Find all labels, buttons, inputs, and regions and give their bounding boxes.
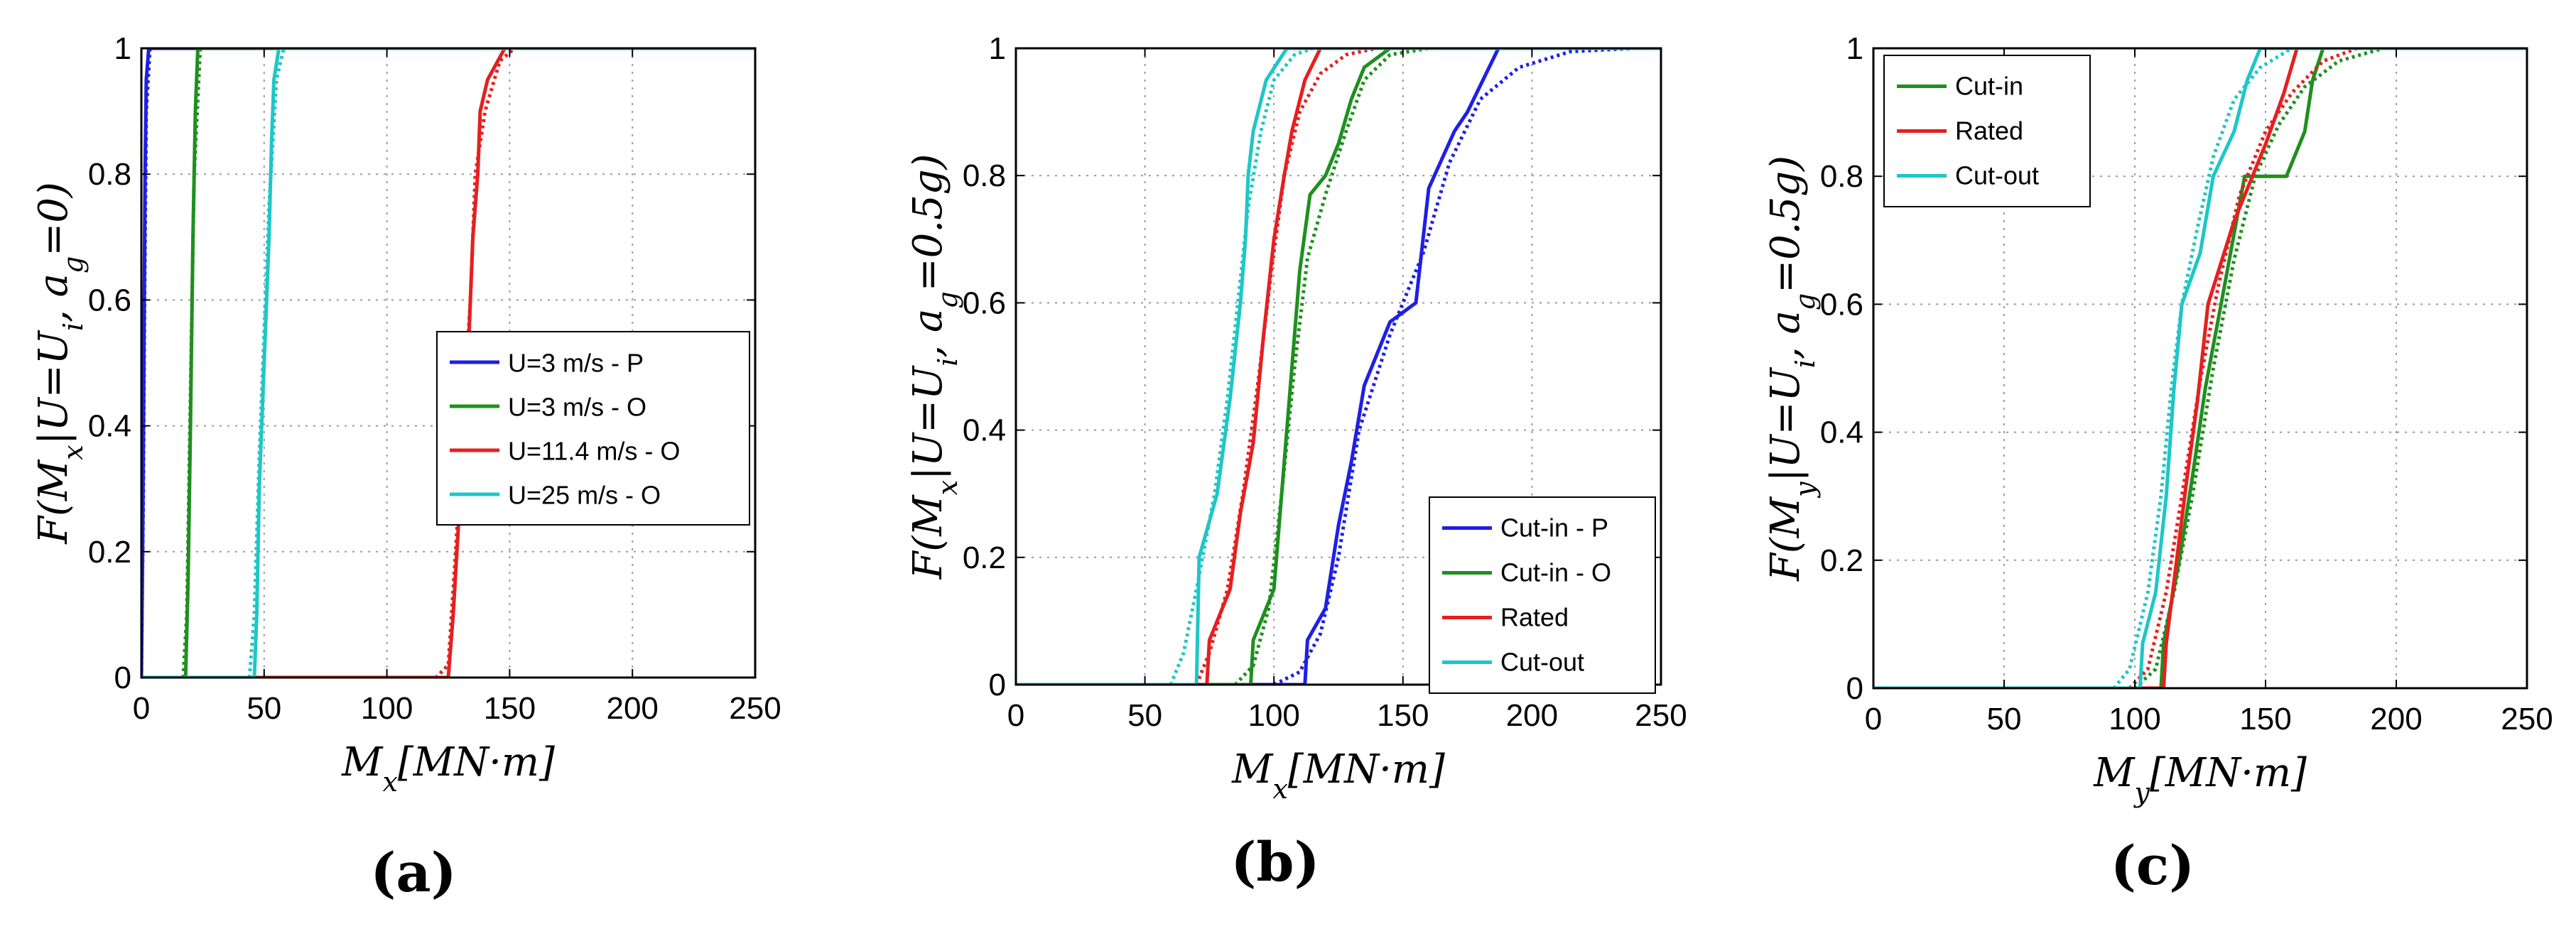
x-axis-label: My[MN·m] <box>2093 750 2307 808</box>
y-tick-label: 0.6 <box>963 286 1006 320</box>
panel-label: (c) <box>2111 834 2195 897</box>
x-tick-label: 200 <box>606 691 658 726</box>
y-tick-label: 0 <box>1846 671 1863 706</box>
legend-entry-2: Rated <box>1500 602 1569 631</box>
series-empirical-curve-2 <box>1873 48 2527 688</box>
y-tick-label: 1 <box>1846 31 1863 66</box>
x-tick-label: 150 <box>1377 698 1429 733</box>
series-empirical-curve-1 <box>141 48 755 678</box>
x-tick-label: 0 <box>1007 698 1024 733</box>
panel-label: (b) <box>1230 830 1319 893</box>
y-tick-label: 1 <box>989 31 1006 66</box>
y-tick-label: 0.8 <box>1820 159 1863 194</box>
y-axis-label: F(Mx|U=Ui, ag=0.5g) <box>905 154 963 580</box>
y-tick-label: 0.8 <box>88 157 131 192</box>
x-tick-label: 50 <box>1127 698 1162 733</box>
y-tick-label: 0.2 <box>963 540 1006 575</box>
y-tick-label: 0.4 <box>1820 415 1863 450</box>
x-tick-label: 250 <box>729 691 781 726</box>
series-empirical-curve-2 <box>1016 48 1661 685</box>
x-tick-label: 50 <box>247 691 281 726</box>
x-tick-label: 150 <box>484 691 536 726</box>
x-tick-label: 0 <box>1865 702 1882 736</box>
legend-entry-3: U=25 m/s - O <box>508 481 661 510</box>
series-empirical-curve-2 <box>141 48 755 678</box>
series-empirical-curve-3 <box>1016 48 1661 685</box>
series-empirical-curve-0 <box>1016 48 1661 685</box>
series-fit-curve-3 <box>1169 48 1314 685</box>
x-tick-label: 100 <box>1248 698 1299 733</box>
axes-frame <box>140 47 757 679</box>
axes-frame <box>1872 47 2528 690</box>
x-tick-label: 200 <box>2370 702 2422 736</box>
series-fit-curve-1 <box>2128 48 2358 688</box>
legend-entry-2: U=11.4 m/s - O <box>508 437 680 466</box>
y-tick-label: 0 <box>114 660 131 695</box>
series-group <box>1016 48 1661 685</box>
series-fit-curve-0 <box>2133 48 2384 688</box>
x-tick-label: 0 <box>133 691 150 726</box>
legend: U=3 m/s - P U=3 m/s - O U=11.4 m/s - O U=25… <box>436 331 750 526</box>
series-empirical-curve-0 <box>1873 48 2527 688</box>
panel-b: 0 50 100 150 200 250 0 0.2 0.4 0.6 0.8 1 Mx[MN·m] F(M… <box>905 31 1687 893</box>
y-tick-label: 0.4 <box>88 409 131 444</box>
y-tick-label: 0.2 <box>88 535 131 570</box>
legend-box <box>1883 55 2091 207</box>
y-tick-label: 0.6 <box>88 283 131 317</box>
legend-entry-3: Cut-out <box>1500 647 1584 676</box>
x-tick-label: 150 <box>2239 702 2291 736</box>
y-tick-label: 1 <box>114 31 131 66</box>
series-empirical-curve-1 <box>1873 48 2527 688</box>
x-tick-label: 250 <box>1635 698 1687 733</box>
y-axis-label: F(Mx|U=Ui, ag=0) <box>31 182 89 545</box>
legend-entry-1: U=3 m/s - O <box>508 393 646 422</box>
legend-entry-0: Cut-in - P <box>1500 513 1608 542</box>
x-axis-label: Mx[MN·m] <box>341 739 555 798</box>
series-empirical-curve-3 <box>141 48 755 678</box>
axes-frame <box>1014 47 1662 686</box>
series-fit-curve-1 <box>1233 48 1429 685</box>
legend-entry-1: Rated <box>1955 116 2023 145</box>
y-tick-label: 0.2 <box>1820 543 1863 578</box>
legend-entry-1: Cut-in - O <box>1500 558 1611 587</box>
x-tick-label: 200 <box>1506 698 1558 733</box>
legend-entry-0: Cut-in <box>1955 71 2023 100</box>
legend: Cut-in - P Cut-in - O Rated Cut-out <box>1429 496 1656 694</box>
series-empirical-curve-1 <box>1016 48 1661 685</box>
panel-a: 0 50 100 150 200 250 0 0.2 0.4 0.6 0.8 1 Mx[MN·m] F(M… <box>31 31 781 904</box>
y-tick-label: 0.4 <box>963 413 1006 448</box>
x-tick-label: 100 <box>361 691 413 726</box>
legend-entry-0: U=3 m/s - P <box>508 349 644 378</box>
y-tick-label: 0 <box>989 668 1006 702</box>
legend-entry-2: Cut-out <box>1955 161 2039 190</box>
x-tick-label: 100 <box>2109 702 2160 736</box>
series-fit-curve-0 <box>1273 48 1635 685</box>
panel-label: (a) <box>370 841 456 904</box>
y-axis-label: F(My|U=Ui, ag=0.5g) <box>1763 156 1821 582</box>
series-group <box>1873 48 2527 688</box>
x-axis-label: Mx[MN·m] <box>1231 746 1445 805</box>
legend: Cut-in Rated Cut-out <box>1883 55 2091 207</box>
y-tick-label: 0.6 <box>1820 287 1863 322</box>
x-tick-label: 50 <box>1987 702 2022 736</box>
x-tick-label: 250 <box>2501 702 2553 736</box>
series-fit-curve-2 <box>2112 48 2293 688</box>
panel-c: 0 50 100 150 200 250 0 0.2 0.4 0.6 0.8 1 My[MN·m] F(M… <box>1763 31 2553 897</box>
y-tick-label: 0.8 <box>963 158 1006 193</box>
